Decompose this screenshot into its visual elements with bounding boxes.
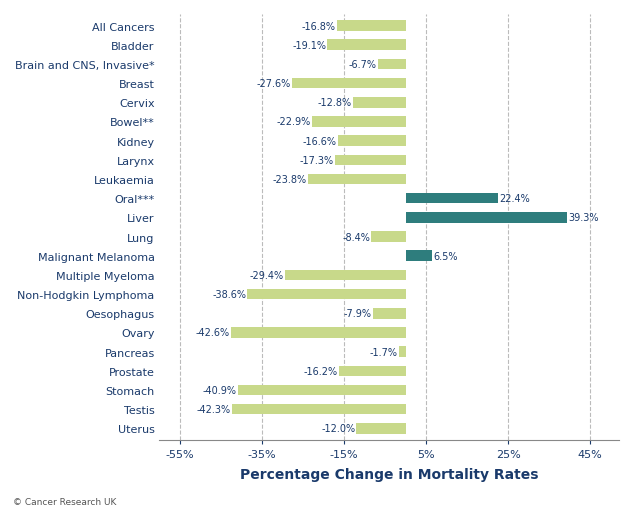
Text: -22.9%: -22.9% <box>276 117 311 127</box>
Bar <box>406 251 432 262</box>
Text: -40.9%: -40.9% <box>203 385 236 395</box>
Bar <box>337 136 406 147</box>
Bar <box>353 98 406 108</box>
Bar <box>232 404 406 415</box>
Bar <box>339 366 406 376</box>
Text: -17.3%: -17.3% <box>299 155 333 165</box>
Bar <box>406 213 567 223</box>
Text: -8.4%: -8.4% <box>342 232 370 242</box>
Bar <box>406 193 498 204</box>
Text: -16.6%: -16.6% <box>302 136 336 146</box>
Bar <box>399 347 406 357</box>
Bar <box>238 385 406 395</box>
Bar <box>373 308 406 319</box>
Text: -16.2%: -16.2% <box>304 366 338 376</box>
Bar <box>231 327 406 338</box>
Text: -42.6%: -42.6% <box>195 328 230 338</box>
Text: -7.9%: -7.9% <box>344 308 372 319</box>
Text: -23.8%: -23.8% <box>273 175 307 185</box>
Text: -38.6%: -38.6% <box>212 290 246 299</box>
Bar <box>308 175 406 185</box>
Text: -42.3%: -42.3% <box>197 404 231 414</box>
Bar <box>335 155 406 166</box>
Text: -12.8%: -12.8% <box>318 98 352 108</box>
Text: -27.6%: -27.6% <box>257 79 291 89</box>
Text: 39.3%: 39.3% <box>568 213 598 223</box>
Bar <box>337 21 406 32</box>
Text: -19.1%: -19.1% <box>292 41 326 50</box>
Text: © Cancer Research UK: © Cancer Research UK <box>13 497 116 506</box>
Text: 6.5%: 6.5% <box>434 251 458 261</box>
Bar <box>312 117 406 127</box>
Text: -16.8%: -16.8% <box>302 21 335 32</box>
Bar <box>247 289 406 300</box>
Bar <box>378 60 406 70</box>
X-axis label: Percentage Change in Mortality Rates: Percentage Change in Mortality Rates <box>240 467 538 482</box>
Bar <box>292 78 406 89</box>
Text: -29.4%: -29.4% <box>250 270 284 280</box>
Bar <box>285 270 406 280</box>
Text: -1.7%: -1.7% <box>370 347 398 357</box>
Bar <box>356 423 406 434</box>
Text: 22.4%: 22.4% <box>499 194 529 204</box>
Bar <box>327 40 406 51</box>
Bar <box>371 232 406 242</box>
Text: -6.7%: -6.7% <box>349 60 377 70</box>
Text: -12.0%: -12.0% <box>321 423 355 434</box>
